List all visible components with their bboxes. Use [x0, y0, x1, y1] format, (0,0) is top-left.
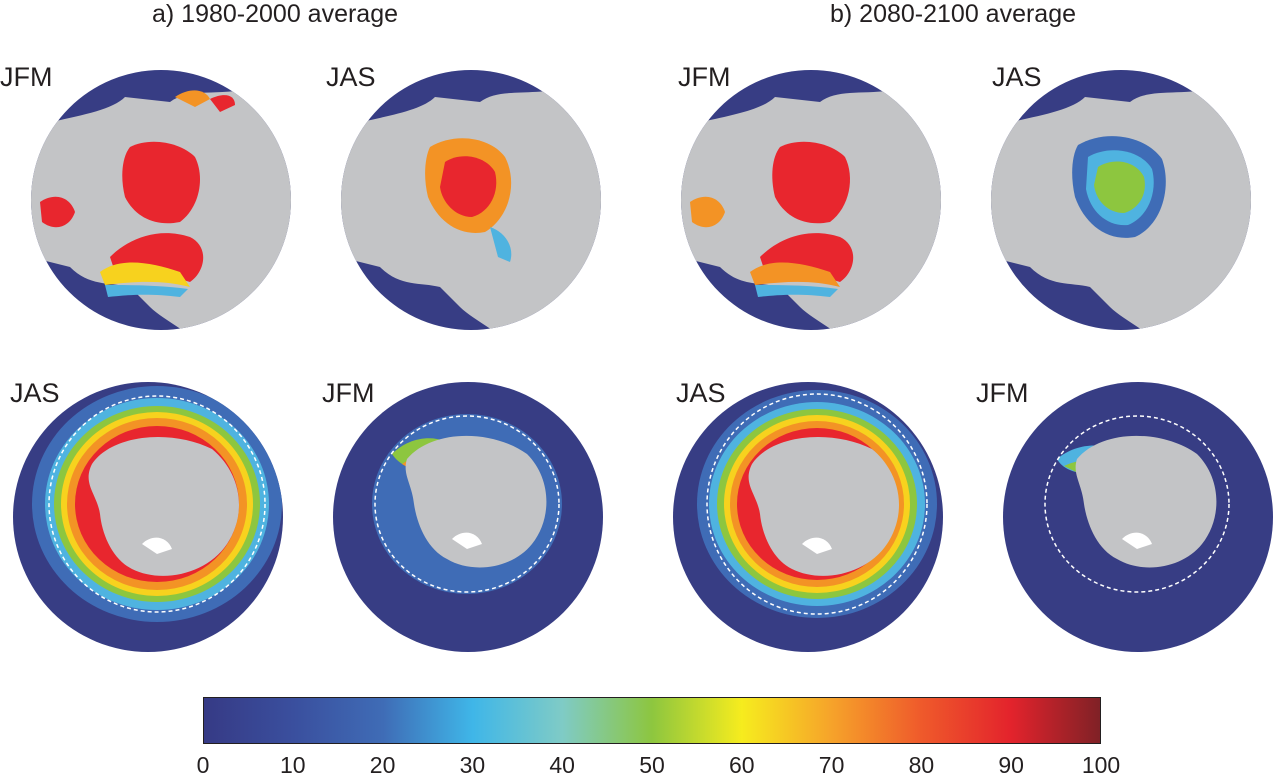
map-a-north-jas [340, 57, 602, 343]
tick-label: 50 [639, 752, 665, 778]
season-label-a-north-jfm: JFM [0, 62, 53, 92]
map-a-south-jas [12, 374, 284, 660]
tick-label: 10 [280, 752, 306, 778]
tick-label: 0 [196, 752, 210, 778]
colorbar-gradient [203, 697, 1101, 744]
tick-label: 60 [729, 752, 755, 778]
map-b-north-jfm [680, 57, 942, 343]
tick-label: 80 [908, 752, 935, 778]
tick-label: 40 [549, 752, 575, 778]
colorbar [203, 697, 1101, 744]
season-label-a-north-jas: JAS [326, 62, 376, 92]
tick-label: 20 [369, 752, 396, 778]
season-label-a-south-jfm: JFM [322, 378, 375, 408]
season-label-b-north-jas: JAS [992, 62, 1042, 92]
tick-label: 30 [459, 752, 486, 778]
panel-b-title: b) 2080-2100 average [830, 0, 1077, 28]
tick-label: 70 [818, 752, 845, 778]
tick-label: 100 [1081, 752, 1121, 778]
map-b-south-jas [672, 374, 944, 660]
tick-label: 90 [998, 752, 1024, 778]
map-b-south-jfm [1002, 374, 1274, 660]
season-label-b-south-jas: JAS [676, 378, 726, 408]
season-label-b-south-jfm: JFM [976, 378, 1029, 408]
season-label-a-south-jas: JAS [10, 378, 60, 408]
panel-a-title: a) 1980-2000 average [152, 0, 399, 28]
colorbar-ticks: 0 10 20 30 40 50 60 70 80 90 100 [0, 752, 1280, 782]
map-a-south-jfm [332, 374, 604, 660]
season-label-b-north-jfm: JFM [678, 62, 731, 92]
map-b-north-jas [990, 57, 1252, 343]
map-a-north-jfm [30, 57, 292, 343]
